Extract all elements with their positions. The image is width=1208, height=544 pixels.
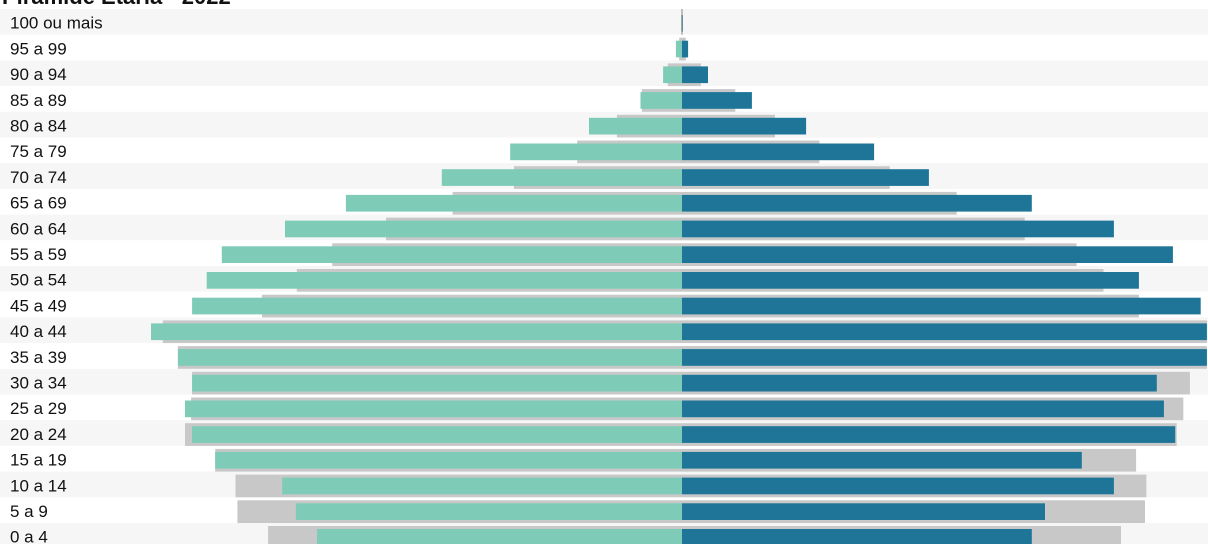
age-group-label: 10 a 14 <box>10 476 67 495</box>
bar-right <box>682 374 1157 392</box>
age-group-label: 85 a 89 <box>10 91 67 110</box>
bar-right <box>682 194 1032 212</box>
bar-right <box>682 503 1045 520</box>
age-group-label: 0 a 4 <box>10 528 48 544</box>
age-group-label: 45 a 49 <box>10 296 67 315</box>
bar-left <box>221 246 683 263</box>
bar-left <box>640 92 682 109</box>
chart-title: Pirâmide Etária - 2022 <box>2 0 231 9</box>
row-stripe <box>0 86 1208 112</box>
age-group-label: 65 a 69 <box>10 194 67 213</box>
bar-right <box>682 169 929 186</box>
bar-left <box>192 297 682 315</box>
bar-left <box>151 323 682 341</box>
bar-right <box>682 272 1139 289</box>
bars <box>151 15 1207 544</box>
row-stripe <box>0 60 1208 87</box>
bar-left <box>345 194 682 212</box>
bar-left <box>663 66 682 84</box>
bar-left <box>206 272 682 289</box>
bar-left <box>192 426 682 443</box>
age-group-label: 60 a 64 <box>10 219 67 238</box>
age-group-label: 75 a 79 <box>10 142 67 161</box>
bar-left <box>185 400 682 418</box>
bar-right <box>682 66 708 84</box>
age-group-label: 95 a 99 <box>10 39 67 58</box>
bar-left <box>295 503 682 520</box>
age-group-label: 35 a 39 <box>10 348 67 367</box>
bar-left <box>282 477 682 495</box>
bar-right <box>682 400 1164 418</box>
bar-left <box>285 220 682 238</box>
age-group-label: 20 a 24 <box>10 425 67 444</box>
bar-left <box>317 529 682 544</box>
bar-left <box>675 40 682 58</box>
tick-labels: 100 ou mais 95 a 99 90 a 94 85 a 89 80 a 84 7… <box>10 14 103 544</box>
age-group-label: 55 a 59 <box>10 245 67 264</box>
age-group-label: 5 a 9 <box>10 502 48 521</box>
bar-right <box>682 426 1176 443</box>
bar-right <box>682 246 1173 263</box>
age-group-label: 70 a 74 <box>10 168 67 187</box>
age-group-label: 50 a 54 <box>10 271 67 290</box>
bar-right <box>682 220 1114 238</box>
bar-left <box>441 169 682 186</box>
bar-right <box>682 297 1201 315</box>
bar-right <box>682 117 807 135</box>
age-group-label: 40 a 44 <box>10 322 67 341</box>
bar-left <box>177 349 682 366</box>
row-stripe <box>0 34 1208 61</box>
bar-right <box>682 349 1207 366</box>
bar-left <box>589 117 682 135</box>
bar-right <box>682 451 1082 469</box>
bar-left <box>510 143 682 161</box>
bar-right <box>682 92 752 109</box>
bar-right <box>682 143 875 161</box>
age-group-label: 25 a 29 <box>10 399 67 418</box>
bar-right <box>682 477 1114 495</box>
bar-left <box>215 451 682 469</box>
bar-right <box>682 529 1032 544</box>
bar-right <box>682 323 1207 341</box>
bar-left <box>192 374 682 392</box>
age-group-label: 15 a 19 <box>10 451 67 470</box>
row-stripe <box>0 9 1208 35</box>
age-group-label: 100 ou mais <box>10 14 103 33</box>
age-group-label: 30 a 34 <box>10 374 67 393</box>
bar-right <box>682 40 689 58</box>
age-group-label: 80 a 84 <box>10 117 67 136</box>
age-group-label: 90 a 94 <box>10 65 67 84</box>
